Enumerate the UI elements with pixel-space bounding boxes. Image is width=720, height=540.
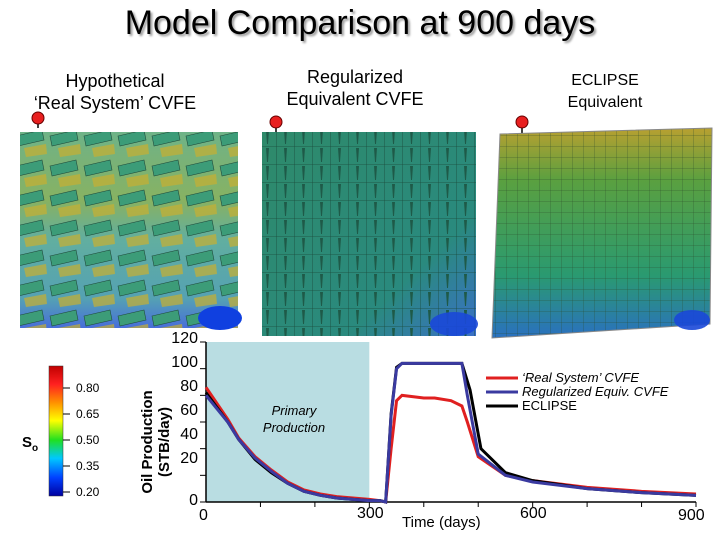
annotation-line2: Production xyxy=(262,420,326,435)
eclipse-model-image xyxy=(491,127,713,339)
colorbar-tick-1: 0.65 xyxy=(76,407,100,421)
x-tick-label: 300 xyxy=(357,505,384,522)
colorbar-tick-0: 0.80 xyxy=(76,381,100,395)
annotation-line1: Primary xyxy=(271,403,317,418)
panel-title-eclipse: ECLIPSE Equivalent xyxy=(530,70,680,114)
colorbar-tick-3: 0.35 xyxy=(76,459,100,473)
panel-title-eclipse-line1: ECLIPSE xyxy=(571,72,639,89)
panel-title-reg: Regularized Equivalent CVFE xyxy=(255,66,455,110)
colorbar-variable-label: So xyxy=(22,434,39,454)
real-system-model-image xyxy=(14,128,244,336)
y-tick-label: 40 xyxy=(180,426,198,443)
legend-label-real-system: ‘Real System’ CVFE xyxy=(522,370,640,385)
slide-title: Model Comparison at 900 days xyxy=(124,4,596,42)
y-tick-label: 60 xyxy=(180,402,198,419)
legend-label-eclipse: ECLIPSE xyxy=(522,398,577,413)
x-tick-label: 900 xyxy=(678,507,705,524)
y-tick-label: 120 xyxy=(171,330,198,347)
panel-title-reg-line1: Regularized xyxy=(306,67,404,87)
y-tick-label: 100 xyxy=(171,354,198,371)
colorbar-variable-sub: o xyxy=(32,443,39,454)
y-tick-label: 80 xyxy=(180,378,198,395)
panel-title-real-line1: Hypothetical xyxy=(65,71,165,91)
legend-label-regularized: Regularized Equiv. CVFE xyxy=(522,384,669,399)
colorbar-tick-2: 0.50 xyxy=(76,433,100,447)
primary-production-annotation: Primary Production xyxy=(246,402,342,436)
y-tick-label: 0 xyxy=(189,492,198,509)
x-axis-label: Time (days) xyxy=(402,514,481,531)
series-line-regularized xyxy=(204,361,697,504)
panel-title-reg-line2: Equivalent CVFE xyxy=(286,89,424,109)
panel-title-eclipse-line2: Equivalent xyxy=(567,94,643,111)
colorbar-tick-4: 0.20 xyxy=(76,485,100,499)
x-tick-label: 0 xyxy=(199,507,208,524)
saturation-colorbar xyxy=(48,365,70,497)
x-tick-label: 600 xyxy=(520,505,547,522)
primary-production-shade xyxy=(206,342,370,502)
axis-ticks xyxy=(200,341,697,507)
panel-title-real: Hypothetical ‘Real System’ CVFE xyxy=(10,70,220,114)
regularized-model-image xyxy=(262,132,478,336)
y-tick-label: 20 xyxy=(180,450,198,467)
panel-title-real-line2: ‘Real System’ CVFE xyxy=(33,93,197,113)
